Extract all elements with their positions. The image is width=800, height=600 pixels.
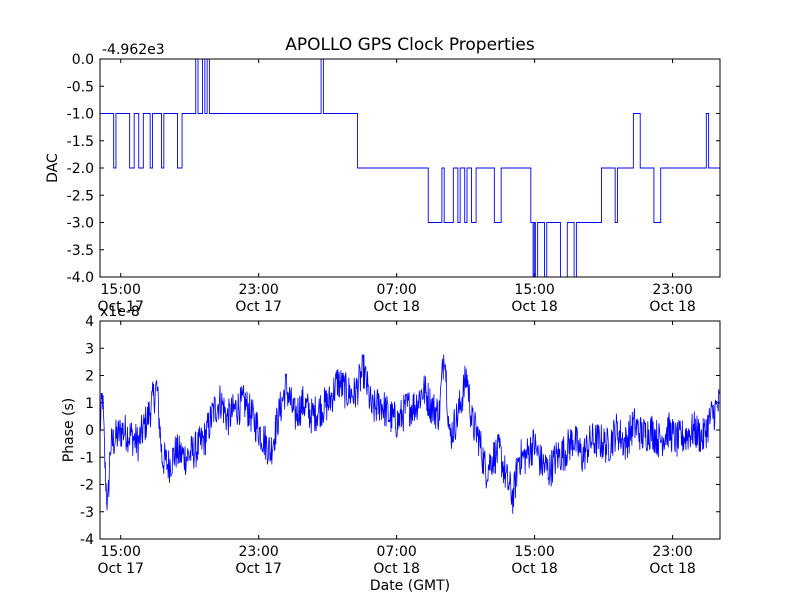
dac-x-tick-date: Oct 18: [373, 299, 419, 315]
phase-x-tick-date: Oct 18: [373, 561, 419, 577]
dac-y-tick-label: 0.0: [72, 52, 94, 68]
dac-axes-ticks: 0.0 -0.5 -1.0 -1.5 -2.0 -2.5 -3.0 -3.5 -4.0 15:00…: [67, 52, 720, 315]
dac-y-tick-label: -0.5: [67, 79, 94, 95]
dac-x-tick-time: 15:00: [514, 282, 554, 298]
phase-y-tick-label: 4: [85, 314, 94, 330]
phase-y-tick-label: 3: [85, 341, 94, 357]
dac-x-tick-date: Oct 18: [511, 299, 557, 315]
dac-series: [100, 59, 720, 277]
phase-x-tick-time: 23:00: [238, 544, 278, 560]
dac-y-tick-label: -1.0: [67, 107, 94, 123]
phase-x-tick-date: Oct 17: [235, 561, 281, 577]
dac-y-tick-label: -3.0: [67, 216, 94, 232]
dac-x-tick-date: Oct 18: [649, 299, 695, 315]
dac-x-tick-date: Oct 17: [97, 299, 143, 315]
phase-y-axis-label: Phase (s): [61, 398, 77, 462]
dac-x-tick-time: 15:00: [101, 282, 141, 298]
phase-y-tick-label: -3: [80, 505, 94, 521]
dac-offset-label: -4.962e3: [102, 42, 165, 58]
dac-y-tick-label: -2.5: [67, 188, 94, 204]
dac-y-tick-label: -2.0: [67, 161, 94, 177]
phase-x-tick-time: 23:00: [652, 544, 692, 560]
dac-x-tick-time: 23:00: [652, 282, 692, 298]
phase-y-tick-label: -1: [80, 450, 94, 466]
phase-series-line: [100, 354, 720, 514]
phase-axes-frame: [99, 320, 721, 540]
phase-y-tick-label: 1: [85, 396, 94, 412]
phase-offset-label: x1e-8: [100, 304, 140, 320]
phase-x-tick-date: Oct 17: [97, 561, 143, 577]
phase-x-tick-time: 07:00: [376, 544, 416, 560]
phase-y-tick-label: -2: [80, 478, 94, 494]
dac-y-tick-label: -4.0: [67, 270, 94, 286]
phase-y-tick-label: 2: [85, 369, 94, 385]
dac-series-line: [100, 59, 720, 277]
phase-y-tick-label: -4: [80, 532, 94, 548]
phase-series: [100, 354, 720, 514]
dac-axes-frame: [99, 58, 721, 278]
dac-y-axis-label: DAC: [45, 153, 61, 183]
phase-x-tick-time: 15:00: [101, 544, 141, 560]
dac-x-tick-time: 23:00: [238, 282, 278, 298]
dac-y-tick-label: -1.5: [67, 134, 94, 150]
dac-x-tick-time: 07:00: [376, 282, 416, 298]
figure-title: APOLLO GPS Clock Properties: [285, 35, 535, 55]
x-axis-label: Date (GMT): [370, 578, 450, 594]
phase-x-tick-date: Oct 18: [649, 561, 695, 577]
dac-x-tick-date: Oct 17: [235, 299, 281, 315]
phase-x-tick-date: Oct 18: [511, 561, 557, 577]
phase-y-tick-label: 0: [85, 423, 94, 439]
phase-x-tick-time: 15:00: [514, 544, 554, 560]
dac-y-tick-label: -3.5: [67, 243, 94, 259]
